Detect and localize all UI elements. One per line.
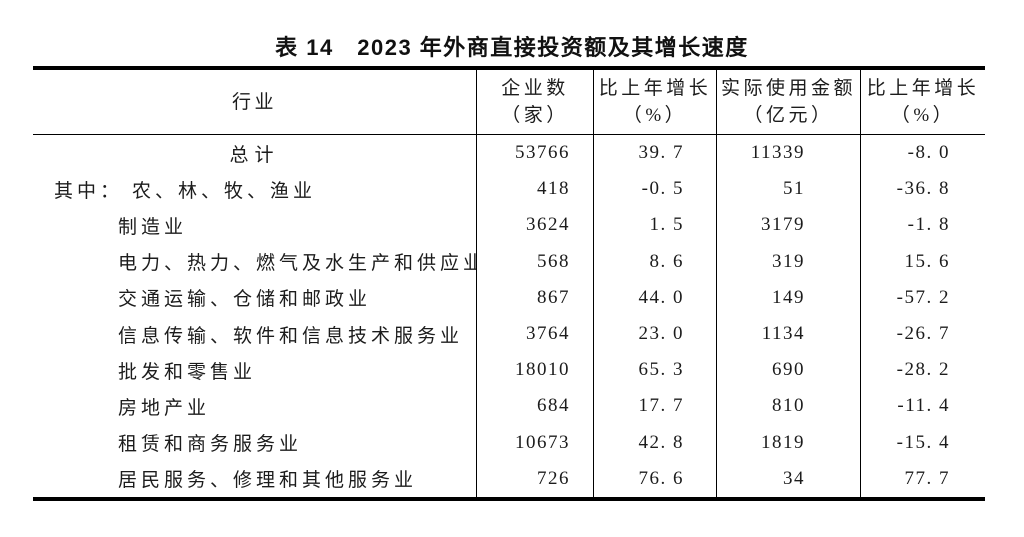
industry-label: 总计 (229, 144, 280, 166)
enterprises-growth-cell: 1. 5 (594, 207, 717, 244)
amount-growth-cell: -15. 4 (896, 431, 950, 453)
table-row: 批发和零售业 18010 65. 3 690 -28. 2 (33, 352, 985, 389)
table-row: 租赁和商务服务业 10673 42. 8 1819 -15. 4 (33, 424, 985, 461)
enterprises-count-cell: 684 (477, 388, 594, 425)
amount-growth-cell: -26. 7 (896, 323, 950, 345)
amount-used-cell: 51 (717, 171, 861, 208)
amount-growth-cell: -36. 8 (896, 178, 950, 200)
enterprises-count-cell: 3764 (477, 315, 594, 353)
table-row: 交通运输、仓储和邮政业 867 44. 0 149 -57. 2 (33, 279, 985, 316)
amount-used-cell: 149 (717, 279, 861, 316)
column-header-label: 企业数 (501, 78, 569, 99)
enterprises-growth-cell: 42. 8 (594, 424, 717, 461)
industry-cell: 房地产业 (33, 388, 477, 425)
amount-growth-cell: -8. 0 (907, 142, 950, 164)
amount-used-cell: 810 (717, 388, 861, 425)
column-header-label: 实际使用金额 (720, 78, 856, 99)
enterprises-growth-cell: 23. 0 (594, 315, 717, 353)
column-header-amount-growth: 比上年增长 （%） (861, 70, 985, 134)
industry-label: 租赁和商务服务业 (118, 434, 303, 456)
industry-cell: 交通运输、仓储和邮政业 (33, 279, 477, 316)
industry-cell: 批发和零售业 (33, 352, 477, 389)
column-header-label: 比上年增长 (598, 78, 712, 99)
industry-cell: 其中： 农、林、牧、渔业 (33, 171, 477, 208)
industry-cell: 电力、热力、燃气及水生产和供应业 (33, 243, 477, 280)
column-header-unit: （亿元） (743, 105, 834, 126)
column-header-enterprises-growth: 比上年增长 （%） (594, 70, 717, 134)
table-title: 表 14 2023 年外商直接投资额及其增长速度 (275, 35, 749, 60)
table-row: 总计 53766 39. 7 11339 -8. 0 (33, 135, 985, 172)
table-row: 制造业 3624 1. 5 3179 -1. 8 (33, 207, 985, 244)
table-row: 电力、热力、燃气及水生产和供应业 568 8. 6 319 15. 6 (33, 243, 985, 280)
enterprises-growth-cell: 65. 3 (594, 352, 717, 389)
enterprises-count-cell: 3624 (477, 207, 594, 244)
amount-used-cell: 34 (717, 460, 861, 497)
industry-label: 信息传输、软件和信息技术服务业 (118, 325, 464, 347)
industry-label: 房地产业 (118, 397, 211, 419)
fdi-table: 行业 企业数 （家） 比上年增长 （%） 实际使用金额 （亿元） 比上年增长 （… (33, 66, 985, 501)
enterprises-count-cell: 10673 (477, 424, 594, 461)
amount-used-cell: 1134 (717, 315, 861, 353)
industry-label: 批发和零售业 (118, 361, 257, 383)
amount-growth-cell: -57. 2 (896, 286, 950, 308)
enterprises-count-cell: 726 (477, 460, 594, 497)
enterprises-count-cell: 53766 (477, 135, 594, 172)
table-header-row: 行业 企业数 （家） 比上年增长 （%） 实际使用金额 （亿元） 比上年增长 （… (33, 70, 985, 135)
industry-label: 居民服务、修理和其他服务业 (118, 470, 418, 492)
enterprises-growth-cell: 8. 6 (594, 243, 717, 280)
amount-growth-cell: -1. 8 (907, 214, 950, 236)
amount-used-cell: 11339 (717, 135, 861, 172)
enterprises-count-cell: 418 (477, 171, 594, 208)
enterprises-growth-cell: 44. 0 (594, 279, 717, 316)
column-header-label: 行业 (231, 91, 277, 113)
industry-cell: 制造业 (33, 207, 477, 244)
enterprises-growth-cell: -0. 5 (594, 171, 717, 208)
column-header-industry: 行业 (33, 70, 477, 134)
table-body: 总计 53766 39. 7 11339 -8. 0 其中： 农、林、牧、渔业 … (33, 135, 985, 497)
enterprises-count-cell: 867 (477, 279, 594, 316)
amount-growth-cell: -28. 2 (896, 359, 950, 381)
industry-label: 电力、热力、燃气及水生产和供应业 (118, 253, 477, 275)
amount-growth-cell: -11. 4 (897, 395, 950, 417)
industry-label: 制造业 (118, 216, 188, 238)
industry-cell: 信息传输、软件和信息技术服务业 (33, 315, 477, 353)
amount-used-cell: 690 (717, 352, 861, 389)
amount-used-cell: 319 (717, 243, 861, 280)
industry-label: 交通运输、仓储和邮政业 (118, 289, 372, 311)
enterprises-growth-cell: 76. 6 (594, 460, 717, 497)
table-row: 信息传输、软件和信息技术服务业 3764 23. 0 1134 -26. 7 (33, 315, 985, 353)
column-header-label: 比上年增长 (866, 78, 980, 99)
table-row: 居民服务、修理和其他服务业 726 76. 6 34 77. 7 (33, 460, 985, 497)
amount-used-cell: 1819 (717, 424, 861, 461)
row-prefix: 其中： (54, 180, 124, 202)
amount-growth-cell: 77. 7 (904, 467, 950, 489)
enterprises-count-cell: 18010 (477, 352, 594, 389)
industry-cell: 居民服务、修理和其他服务业 (33, 460, 477, 497)
column-header-unit: （%） (890, 105, 956, 126)
column-header-unit: （家） (501, 105, 569, 126)
amount-used-cell: 3179 (717, 207, 861, 244)
column-header-amount: 实际使用金额 （亿元） (717, 70, 861, 134)
table-row: 其中： 农、林、牧、渔业 418 -0. 5 51 -36. 8 (33, 171, 985, 208)
industry-cell: 租赁和商务服务业 (33, 424, 477, 461)
amount-growth-cell: 15. 6 (904, 250, 950, 272)
column-header-unit: （%） (622, 105, 688, 126)
column-header-enterprises: 企业数 （家） (477, 70, 594, 134)
enterprises-count-cell: 568 (477, 243, 594, 280)
enterprises-growth-cell: 39. 7 (594, 135, 717, 172)
industry-label: 农、林、牧、渔业 (132, 180, 317, 202)
industry-cell: 总计 (33, 135, 477, 172)
enterprises-growth-cell: 17. 7 (594, 388, 717, 425)
table-row: 房地产业 684 17. 7 810 -11. 4 (33, 388, 985, 425)
